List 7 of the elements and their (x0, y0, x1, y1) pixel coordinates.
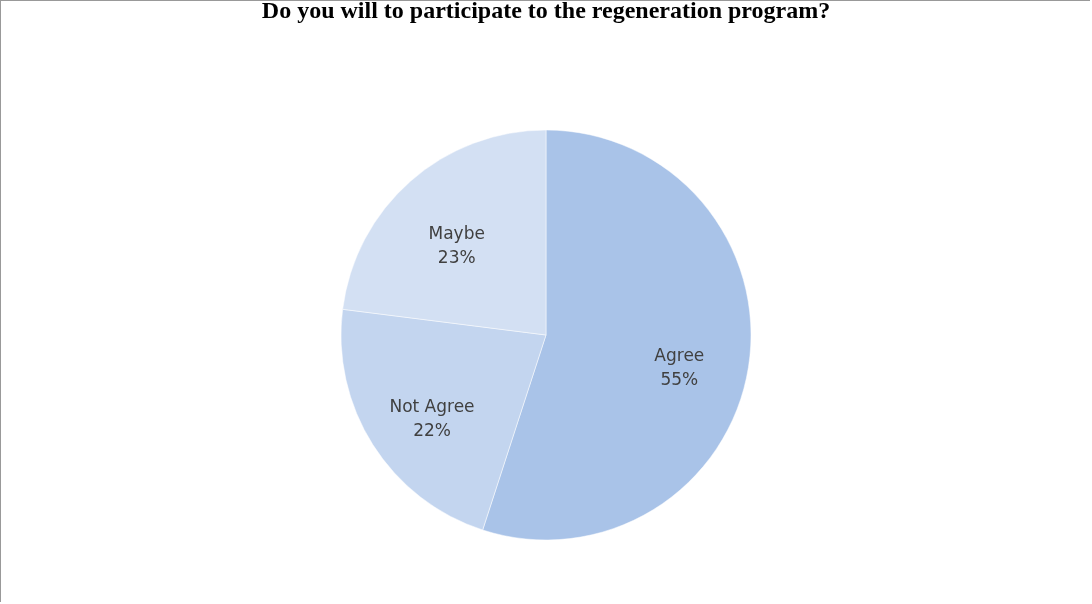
data-label: 22% (413, 420, 451, 441)
data-label: 55% (660, 369, 699, 390)
chart-title: Do you will to participate to the regeneration program? (261, 0, 831, 23)
data-label: 23% (437, 246, 476, 267)
slice-label: Not Agree (389, 396, 475, 417)
slice-label: Maybe (428, 222, 485, 243)
slice-label: Agree (654, 345, 705, 366)
